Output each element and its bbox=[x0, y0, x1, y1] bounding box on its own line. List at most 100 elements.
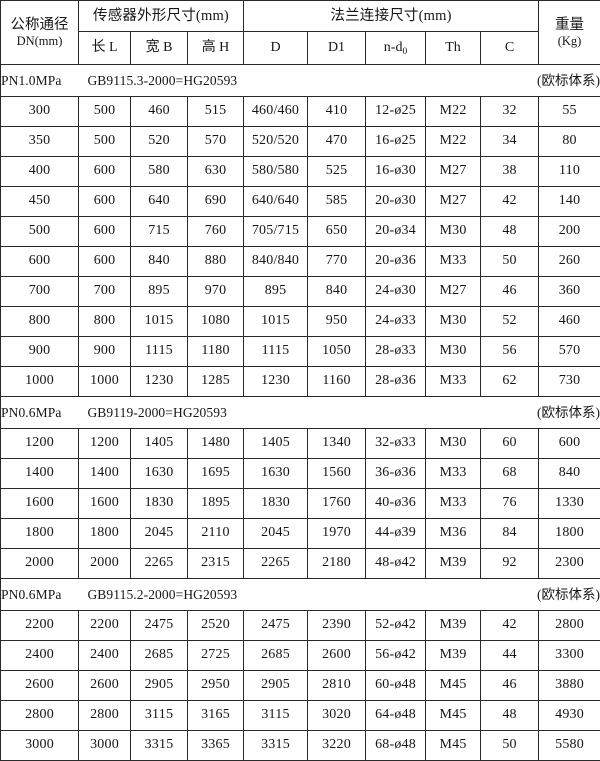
table-cell: 2950 bbox=[188, 671, 244, 701]
table-cell: 700 bbox=[79, 277, 131, 307]
table-cell: 1200 bbox=[79, 429, 131, 459]
table-cell: 28-ø36 bbox=[366, 367, 426, 397]
table-cell: 76 bbox=[481, 489, 539, 519]
table-cell: 600 bbox=[1, 247, 79, 277]
table-cell: 525 bbox=[308, 157, 366, 187]
table-cell: 80 bbox=[539, 127, 600, 157]
section-pressure-rating: PN0.6MPa bbox=[1, 405, 61, 421]
header-col-c: C bbox=[481, 32, 539, 65]
table-cell: 3300 bbox=[539, 641, 600, 671]
table-cell: 1050 bbox=[308, 337, 366, 367]
table-cell: 2475 bbox=[244, 611, 308, 641]
table-cell: M30 bbox=[426, 217, 481, 247]
section-standard-code: GB9115.2-2000=HG20593 bbox=[87, 587, 237, 603]
table-cell: 715 bbox=[131, 217, 188, 247]
table-cell: 32 bbox=[481, 97, 539, 127]
table-cell: 580 bbox=[131, 157, 188, 187]
header-col-n-d0-prefix: n-d bbox=[384, 40, 403, 55]
table-cell: 2800 bbox=[79, 701, 131, 731]
table-cell: 400 bbox=[1, 157, 79, 187]
header-weight-line1: 重量 bbox=[539, 17, 600, 34]
table-cell: 3165 bbox=[188, 701, 244, 731]
table-cell: 460/460 bbox=[244, 97, 308, 127]
table-cell: 840/840 bbox=[244, 247, 308, 277]
table-cell: 260 bbox=[539, 247, 600, 277]
table-cell: 800 bbox=[79, 307, 131, 337]
header-weight: 重量 (Kg) bbox=[539, 1, 600, 65]
table-cell: 880 bbox=[188, 247, 244, 277]
table-cell: 690 bbox=[188, 187, 244, 217]
table-cell: 62 bbox=[481, 367, 539, 397]
header-col-height-h: 高 H bbox=[188, 32, 244, 65]
table-cell: M39 bbox=[426, 611, 481, 641]
table-cell: 1405 bbox=[131, 429, 188, 459]
table-cell: 840 bbox=[131, 247, 188, 277]
table-cell: 410 bbox=[308, 97, 366, 127]
table-cell: 48-ø42 bbox=[366, 549, 426, 579]
section-note: (欧标体系) bbox=[537, 73, 600, 89]
table-cell: M33 bbox=[426, 489, 481, 519]
table-cell: 1895 bbox=[188, 489, 244, 519]
table-cell: 520 bbox=[131, 127, 188, 157]
table-cell: 1115 bbox=[131, 337, 188, 367]
table-cell: 770 bbox=[308, 247, 366, 277]
table-cell: M33 bbox=[426, 459, 481, 489]
table-cell: 2400 bbox=[1, 641, 79, 671]
header-col-width-b: 宽 B bbox=[131, 32, 188, 65]
table-cell: 600 bbox=[79, 157, 131, 187]
table-cell: 1830 bbox=[131, 489, 188, 519]
table-cell: 32-ø33 bbox=[366, 429, 426, 459]
table-cell: 16-ø30 bbox=[366, 157, 426, 187]
table-cell: M27 bbox=[426, 277, 481, 307]
table-cell: 2800 bbox=[1, 701, 79, 731]
table-cell: 44 bbox=[481, 641, 539, 671]
table-cell: 34 bbox=[481, 127, 539, 157]
table-cell: 3020 bbox=[308, 701, 366, 731]
table-cell: 2000 bbox=[79, 549, 131, 579]
header-group-sensor-dimensions: 传感器外形尺寸(mm) bbox=[79, 1, 244, 32]
table-cell: 2725 bbox=[188, 641, 244, 671]
table-cell: 360 bbox=[539, 277, 600, 307]
table-cell: 16-ø25 bbox=[366, 127, 426, 157]
table-cell: 970 bbox=[188, 277, 244, 307]
table-cell: 1695 bbox=[188, 459, 244, 489]
table-cell: 600 bbox=[79, 187, 131, 217]
table-cell: 56 bbox=[481, 337, 539, 367]
table-cell: M45 bbox=[426, 671, 481, 701]
table-cell: 46 bbox=[481, 277, 539, 307]
table-cell: 600 bbox=[539, 429, 600, 459]
header-row-columns: 长 L 宽 B 高 H D D1 n-d0 Th C bbox=[1, 32, 600, 65]
table-cell: 800 bbox=[1, 307, 79, 337]
table-cell: 140 bbox=[539, 187, 600, 217]
table-cell: 1800 bbox=[1, 519, 79, 549]
table-cell: 1180 bbox=[188, 337, 244, 367]
table-cell: M30 bbox=[426, 429, 481, 459]
table-cell: 500 bbox=[79, 97, 131, 127]
table-cell: 3315 bbox=[244, 731, 308, 761]
table-cell: M27 bbox=[426, 187, 481, 217]
table-cell: 84 bbox=[481, 519, 539, 549]
table-cell: 2180 bbox=[308, 549, 366, 579]
table-cell: M30 bbox=[426, 337, 481, 367]
table-cell: 2045 bbox=[244, 519, 308, 549]
header-weight-line2: (Kg) bbox=[539, 34, 600, 48]
table-cell: 52 bbox=[481, 307, 539, 337]
table-cell: 350 bbox=[1, 127, 79, 157]
table-cell: 68 bbox=[481, 459, 539, 489]
table-cell: 60 bbox=[481, 429, 539, 459]
header-nominal-diameter: 公称通径 DN(mm) bbox=[1, 1, 79, 65]
table-cell: 1600 bbox=[79, 489, 131, 519]
table-cell: 1760 bbox=[308, 489, 366, 519]
table-cell: 110 bbox=[539, 157, 600, 187]
table-cell: 2685 bbox=[244, 641, 308, 671]
table-cell: 42 bbox=[481, 187, 539, 217]
